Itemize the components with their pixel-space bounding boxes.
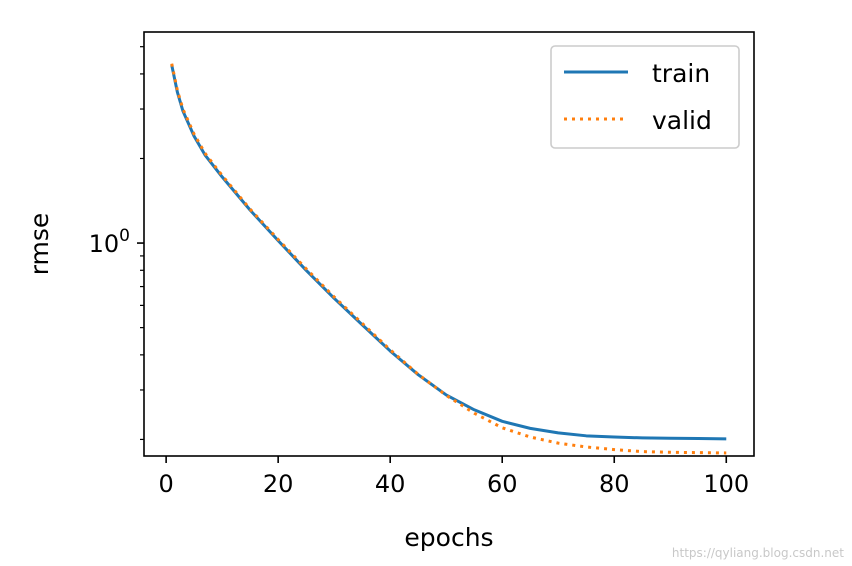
x-tick-label: 60: [487, 470, 518, 498]
x-tick-label: 40: [375, 470, 406, 498]
y-axis-label: rmse: [25, 213, 54, 276]
watermark: https://qyliang.blog.csdn.net: [671, 546, 844, 560]
legend-label-train: train: [652, 59, 710, 88]
legend-label-valid: valid: [652, 106, 712, 135]
x-tick-label: 20: [263, 470, 294, 498]
x-axis: 0 20 40 60 80 100: [158, 456, 749, 498]
y-axis: 100: [89, 46, 144, 441]
series-lines: [170, 63, 727, 455]
plot-frame: [143, 31, 755, 457]
y-tick-label: 100: [89, 226, 130, 258]
x-axis-label: epochs: [404, 523, 493, 552]
x-tick-label: 100: [703, 470, 749, 498]
x-tick-label: 80: [599, 470, 630, 498]
series-line-valid: [170, 63, 727, 455]
legend: train valid: [550, 45, 740, 149]
x-tick-label: 0: [158, 470, 173, 498]
